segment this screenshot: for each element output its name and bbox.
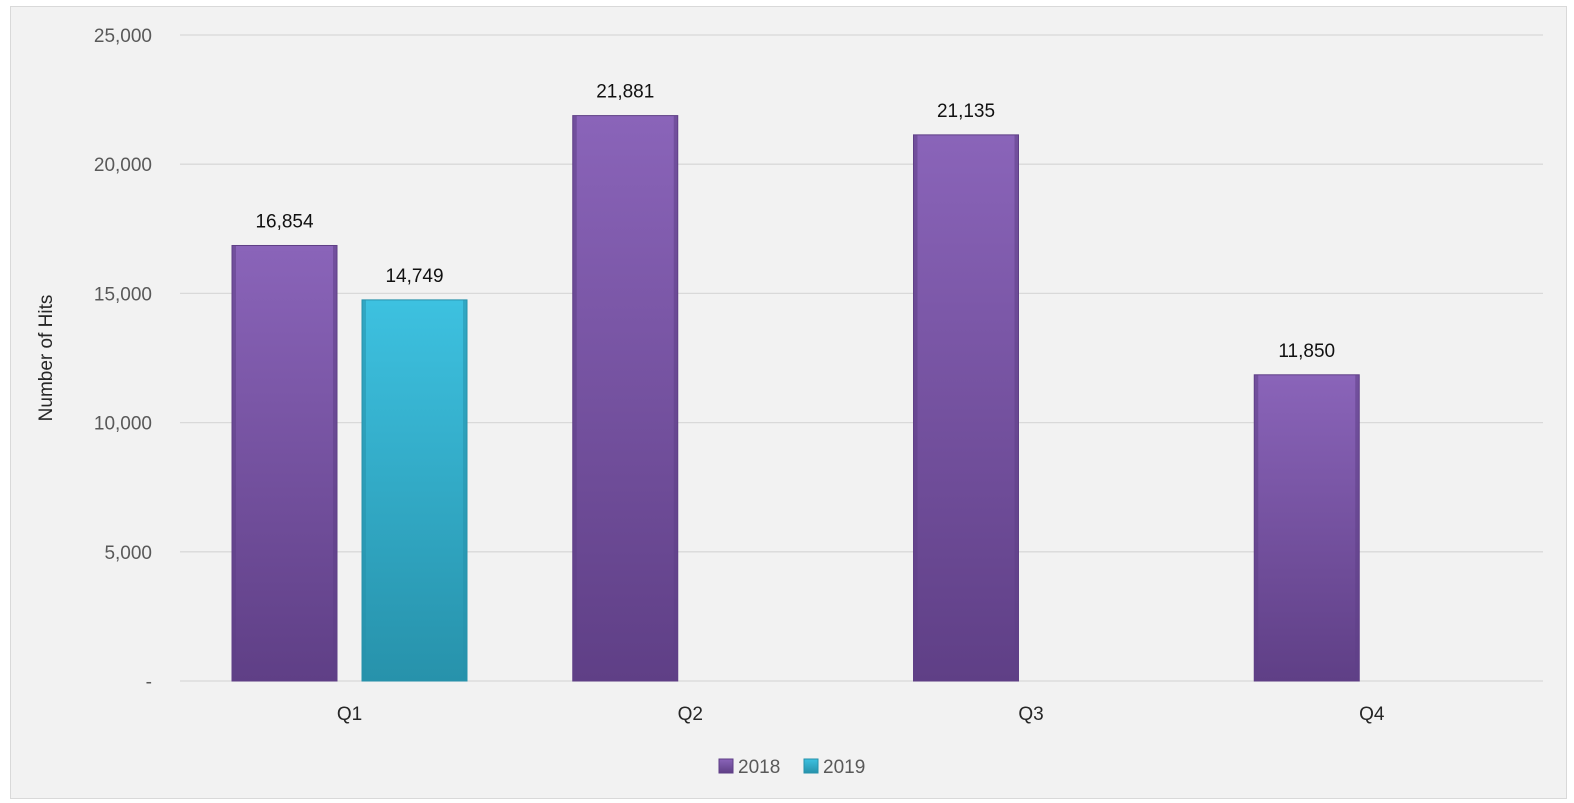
bar-2018-Q1 <box>231 244 338 682</box>
x-axis-ticks: Q1 Q2 Q3 Q4 <box>337 704 1385 725</box>
data-label: 14,749 <box>385 266 443 287</box>
y-tick-label: 20,000 <box>94 155 152 176</box>
bar-2019-Q1 <box>361 299 468 682</box>
bars <box>231 115 1360 682</box>
bar-2018-Q4 <box>1253 374 1360 682</box>
data-label: 16,854 <box>255 211 314 232</box>
bar-edge-left <box>913 134 918 682</box>
bar-bevel <box>914 135 1018 141</box>
bar-edge-right <box>673 115 678 681</box>
bar-edge-right <box>463 299 467 681</box>
y-axis-ticks: - 5,000 10,000 15,000 20,000 25,000 <box>94 26 152 693</box>
bar-edge-right <box>333 245 337 681</box>
legend-swatch-2018 <box>718 758 734 774</box>
data-labels: 16,854 14,749 21,881 21,135 11,850 <box>255 82 1335 362</box>
legend-label-2018: 2018 <box>738 757 780 778</box>
bar-edge-left <box>1254 374 1259 681</box>
x-tick-label: Q2 <box>678 704 703 725</box>
bar-bevel <box>1255 375 1359 381</box>
y-tick-label: - <box>146 672 152 693</box>
y-tick-label: 10,000 <box>94 414 152 435</box>
y-tick-label: 5,000 <box>104 543 152 564</box>
data-label: 21,881 <box>596 82 654 103</box>
bar-bevel <box>573 116 677 122</box>
bar-edge-left <box>232 245 236 681</box>
data-label: 21,135 <box>937 101 995 122</box>
y-tick-label: 15,000 <box>94 284 152 305</box>
bar-bevel <box>363 300 466 306</box>
x-tick-label: Q3 <box>1018 704 1043 725</box>
bar-edge-right <box>1014 134 1019 682</box>
x-tick-label: Q1 <box>337 704 362 725</box>
legend-swatch-2019 <box>803 758 819 774</box>
legend-label-2019: 2019 <box>823 757 865 778</box>
bar-edge-left <box>572 115 577 681</box>
data-label: 11,850 <box>1278 341 1335 362</box>
bar-2018-Q3 <box>913 134 1019 682</box>
legend: 2018 2019 <box>718 757 865 778</box>
x-tick-label: Q4 <box>1359 704 1385 725</box>
bar-2018-Q2 <box>572 115 679 682</box>
y-tick-label: 25,000 <box>94 26 152 47</box>
bar-bevel <box>233 246 336 252</box>
y-axis-title: Number of Hits <box>36 295 57 422</box>
bar-edge-left <box>362 299 366 681</box>
bar-edge-right <box>1355 374 1360 681</box>
